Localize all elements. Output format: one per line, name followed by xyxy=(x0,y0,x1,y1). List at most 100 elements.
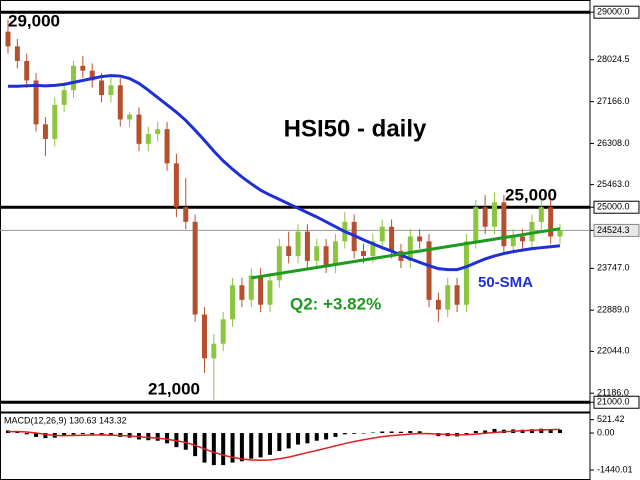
candle-body xyxy=(417,236,423,242)
macd-bar xyxy=(539,428,544,434)
y-tick-label: 25463.0 xyxy=(597,179,630,189)
candle-body xyxy=(99,80,105,96)
macd-bar xyxy=(43,433,48,439)
macd-bar xyxy=(370,432,375,434)
macd-bar xyxy=(146,433,151,441)
macd-bar xyxy=(305,433,310,444)
y-tick-label: 0.00 xyxy=(597,427,615,437)
candle-body xyxy=(407,236,413,261)
macd-bar xyxy=(249,433,254,459)
candle-body xyxy=(164,129,170,164)
macd-bar xyxy=(165,433,170,444)
y-tick-label: 28024.5 xyxy=(597,54,630,64)
macd-bar xyxy=(183,433,188,450)
y-tick-label: 27166.0 xyxy=(597,96,630,106)
candle-body xyxy=(361,251,367,256)
candle-body xyxy=(52,104,58,139)
candle-body xyxy=(557,230,563,237)
macd-bar xyxy=(380,431,385,434)
macd-bar xyxy=(296,433,301,445)
candle-body xyxy=(183,207,189,222)
y-tick-label: 22889.0 xyxy=(597,305,630,315)
candle-body xyxy=(14,46,20,61)
candle-body xyxy=(276,246,282,281)
macd-bar xyxy=(108,433,113,436)
trendline-label: Q2: +3.82% xyxy=(290,294,381,313)
macd-bar xyxy=(277,433,282,452)
macd-bar xyxy=(267,433,272,455)
candle-body xyxy=(520,236,526,242)
price-box xyxy=(593,5,640,19)
candle-body xyxy=(61,90,67,105)
indicator-title: MACD(12,26,9) 130.63 143.32 xyxy=(4,415,127,425)
candle-body xyxy=(454,285,460,305)
macd-bar xyxy=(529,429,534,434)
sma-line xyxy=(8,74,561,272)
macd-bar xyxy=(258,433,263,458)
candle-body xyxy=(323,246,329,266)
y-tick-label: 22044.0 xyxy=(597,346,630,356)
candle-body xyxy=(108,85,114,96)
candle-body xyxy=(492,202,498,227)
level-label: 25,000 xyxy=(505,185,557,204)
candle-body xyxy=(117,85,123,120)
macd-bar xyxy=(155,433,160,441)
candle-body xyxy=(510,236,516,247)
candle-body xyxy=(501,202,507,247)
candle-body xyxy=(230,285,236,320)
macd-bar xyxy=(99,433,104,436)
macd-bar xyxy=(352,433,357,434)
level-label: 29,000 xyxy=(8,11,60,30)
candle-body xyxy=(70,65,76,91)
macd-bar xyxy=(62,433,67,437)
candle-body xyxy=(5,31,11,47)
macd-bar xyxy=(80,433,85,435)
macd-bar xyxy=(90,433,95,435)
candle-body xyxy=(304,231,310,261)
macd-bar xyxy=(202,433,207,463)
candle-body xyxy=(435,299,441,310)
candle-body xyxy=(173,163,179,208)
candle-body xyxy=(155,129,161,135)
sma-label: 50-SMA xyxy=(478,274,533,291)
candle-body xyxy=(445,285,451,310)
y-tick-label: 25000.0 xyxy=(597,202,630,212)
macd-bar xyxy=(333,433,338,437)
y-tick-label: 21000.0 xyxy=(597,397,630,407)
candle-body xyxy=(127,114,133,120)
macd-bar xyxy=(286,433,291,449)
macd-bar xyxy=(417,431,422,434)
y-tick-label: 24524.3 xyxy=(597,225,630,235)
macd-bar xyxy=(24,433,29,435)
macd-bar xyxy=(558,429,562,434)
candle-body xyxy=(370,241,376,256)
candle-body xyxy=(201,314,207,359)
y-tick-label: 26308.0 xyxy=(597,138,630,148)
macd-bar xyxy=(408,430,413,434)
candle-body xyxy=(389,226,395,252)
macd-bar xyxy=(324,433,329,440)
candle-body xyxy=(211,343,217,359)
macd-bar xyxy=(389,431,394,434)
price-box xyxy=(593,200,640,214)
candle-body xyxy=(239,285,245,300)
candle-body xyxy=(482,207,488,227)
candle-body xyxy=(42,124,48,139)
price-box xyxy=(593,223,640,237)
macd-bar xyxy=(239,433,244,462)
candle-body xyxy=(529,221,535,242)
macd-bar xyxy=(361,433,366,434)
trendline xyxy=(251,227,561,280)
candle-body xyxy=(548,207,554,237)
candle-body xyxy=(286,246,292,256)
candle-body xyxy=(89,70,95,81)
candle-body xyxy=(538,207,544,222)
y-tick-label: -1440.01 xyxy=(597,464,633,474)
price-box xyxy=(593,395,640,409)
macd-bar xyxy=(548,429,553,434)
candle-body xyxy=(248,275,254,300)
level-label: 21,000 xyxy=(148,379,200,398)
candle-body xyxy=(379,226,385,242)
